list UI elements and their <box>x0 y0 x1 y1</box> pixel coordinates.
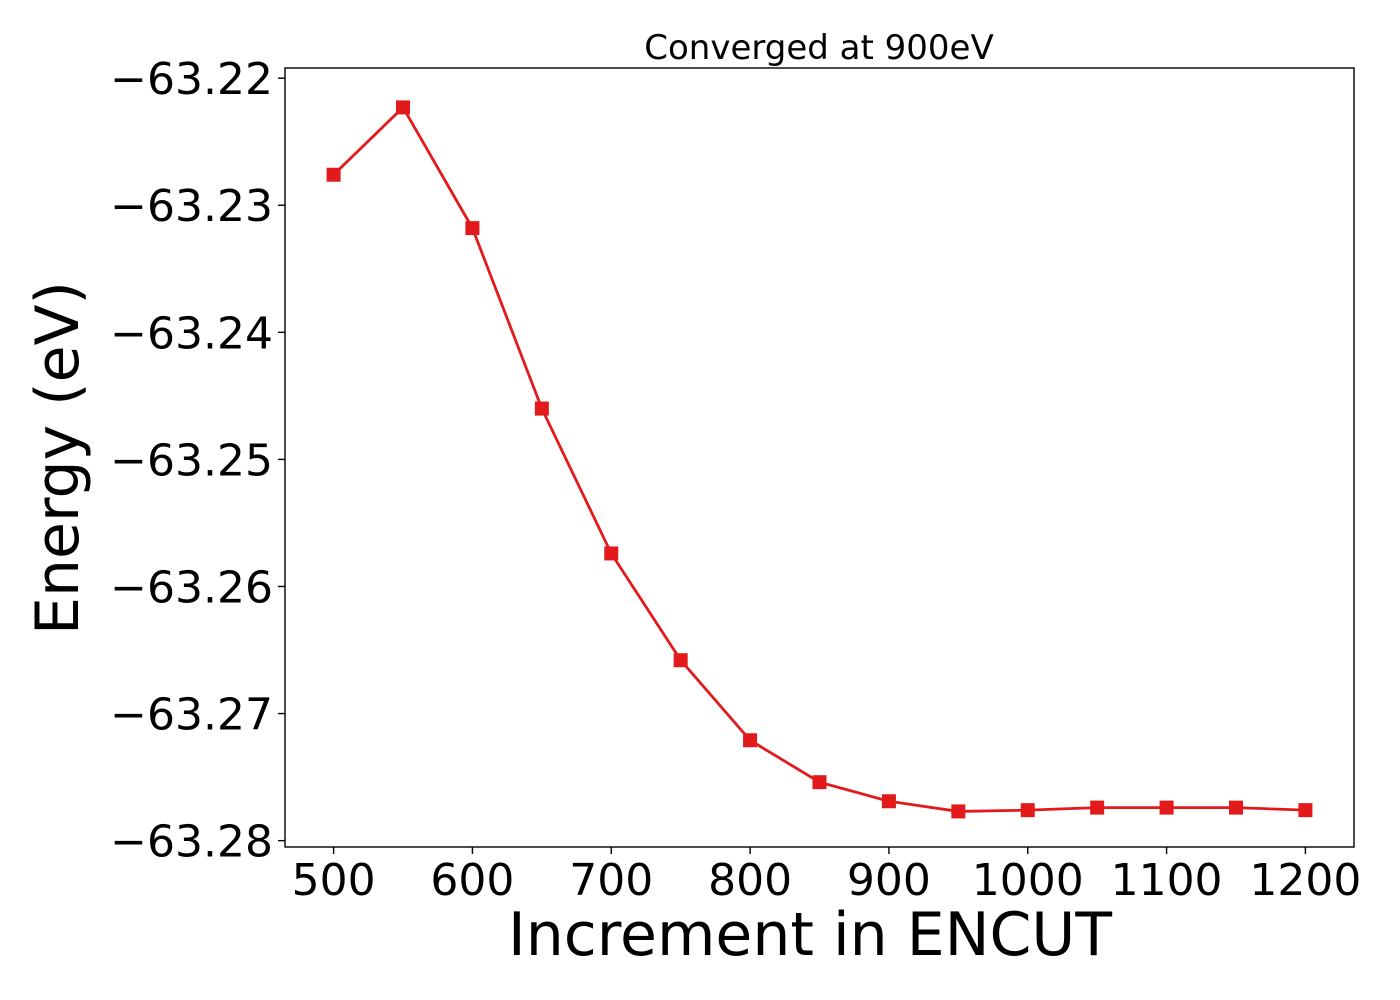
chart-title: Converged at 900eV <box>644 28 993 68</box>
data-point-marker <box>1090 800 1105 815</box>
y-axis-label: Energy (eV) <box>23 281 93 635</box>
x-tick-label: 800 <box>708 855 792 906</box>
y-tick-label: −63.25 <box>110 435 273 486</box>
data-point-marker <box>951 804 966 819</box>
data-point-marker <box>673 653 688 668</box>
y-tick-label: −63.26 <box>110 562 273 613</box>
x-tick-label: 1200 <box>1249 855 1361 906</box>
x-tick-label: 1000 <box>972 855 1084 906</box>
x-tick-label: 900 <box>847 855 931 906</box>
x-axis-label: Increment in ENCUT <box>508 900 1112 970</box>
data-point-marker <box>812 775 827 790</box>
data-point-marker <box>1020 803 1035 818</box>
data-point-marker <box>465 221 480 236</box>
y-axis-ticks: −63.22 −63.23 −63.24 −63.25 −63.26 −63.27 −63.… <box>110 54 285 868</box>
data-point-marker <box>881 794 896 809</box>
x-tick-label: 600 <box>430 855 514 906</box>
x-tick-label: 500 <box>292 855 376 906</box>
data-point-marker <box>743 733 758 748</box>
data-point-marker <box>1298 803 1313 818</box>
y-tick-label: −63.28 <box>110 817 273 868</box>
data-point-marker <box>326 167 341 182</box>
x-tick-label: 1100 <box>1111 855 1223 906</box>
x-axis-ticks: 500 600 700 800 900 1000 1100 1200 <box>292 847 1361 906</box>
y-tick-label: −63.27 <box>110 690 273 741</box>
data-point-marker <box>1228 800 1243 815</box>
data-point-marker <box>604 546 619 561</box>
data-point-marker <box>1159 800 1174 815</box>
series-line <box>332 105 1306 813</box>
x-tick-label: 700 <box>569 855 653 906</box>
y-tick-label: −63.23 <box>110 181 273 232</box>
data-point-marker <box>534 401 549 416</box>
y-tick-label: −63.22 <box>110 54 273 105</box>
y-tick-label: −63.24 <box>110 308 273 359</box>
plot-frame <box>284 67 1355 848</box>
data-point-marker <box>396 100 411 115</box>
series-layer <box>326 100 1313 819</box>
